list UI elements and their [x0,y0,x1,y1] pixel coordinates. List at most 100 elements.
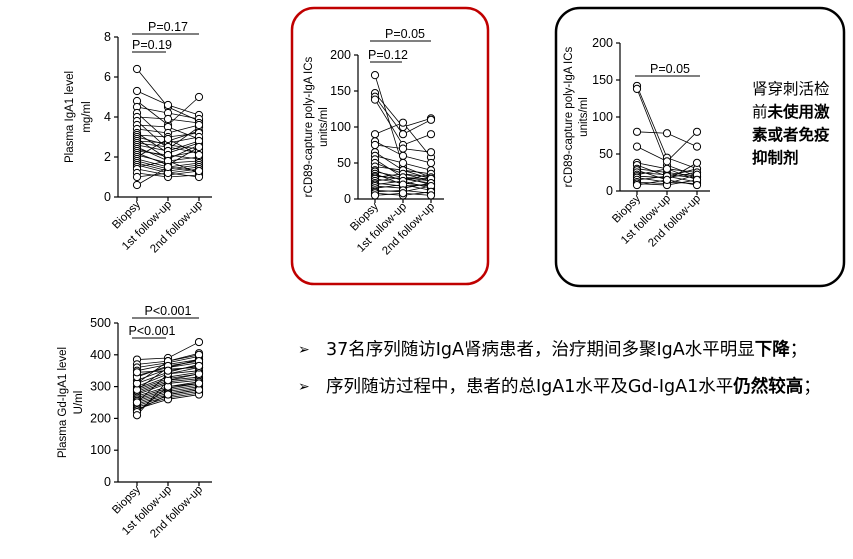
data-point [163,366,173,375]
untreated-note: 肾穿刺活检前未使用激素或者免疫抑制剂 [752,78,842,170]
conclusion-list: ➢ 37名序列随访IgA肾病患者，治疗期间多聚IgA水平明显下降； ➢ 序列随访过程… [298,333,843,407]
data-point [662,157,672,166]
data-point [132,398,142,407]
data-point [398,158,408,168]
data-point [632,127,642,136]
y-tick-label: 100 [90,443,111,457]
data-point [194,379,204,388]
y-axis-unit: units/ml [318,107,330,147]
y-tick-label: 50 [599,147,613,161]
arrow-bullet-icon: ➢ [298,342,310,358]
data-point [163,134,173,144]
y-tick-label: 4 [104,110,111,124]
y-axis-unit: mg/ml [81,101,93,132]
data-point [426,158,436,168]
data-point [632,180,642,190]
y-axis-label: rCD89-capture poly-IgA ICs [563,46,575,187]
data-point [194,361,204,371]
y-axis-label: Plasma IgA1 level [64,71,76,163]
y-tick-label: 200 [90,411,111,425]
data-point [370,130,380,139]
conclusion-bold: 下降 [754,340,790,360]
data-point [163,100,173,110]
data-point [398,189,408,198]
y-tick-label: 200 [330,48,351,62]
y-axis-unit: units/ml [578,97,590,137]
pvalue-label: P<0.001 [129,324,176,338]
data-point [692,158,702,167]
data-point [370,71,380,80]
y-axis-label: rCD89-capture poly-IgA ICs [303,56,315,197]
y-tick-label: 8 [104,30,111,44]
data-point [692,127,702,136]
y-tick-label: 100 [330,120,351,134]
note-normal-text: 肾穿刺活检前 [752,80,830,121]
pvalue-label: P=0.05 [385,27,425,41]
data-point [692,142,702,151]
y-tick-label: 100 [592,110,613,124]
conclusion-text: 37名序列随访IgA肾病患者，治疗期间多聚IgA水平明显 [326,340,755,360]
data-point [132,172,142,182]
data-point [163,114,173,124]
data-point [132,368,142,377]
pvalue-label: P=0.05 [650,62,690,76]
panel-2-frame [290,6,490,286]
pvalue-label: P=0.19 [132,38,172,52]
data-point [194,166,204,176]
pvalue-label: P=0.17 [148,20,188,34]
y-tick-label: 50 [337,156,351,170]
data-point [194,142,204,152]
conclusion-end: ； [803,377,821,397]
y-axis-label: Plasma Gd-IgA1 level [57,347,69,458]
y-tick-label: 500 [90,316,111,330]
conclusion-item-1: ➢ 37名序列随访IgA肾病患者，治疗期间多聚IgA水平明显下降； [298,333,843,368]
y-tick-label: 200 [592,36,613,50]
y-tick-label: 0 [344,192,351,206]
data-point [662,129,672,138]
data-point [132,411,142,420]
y-tick-label: 0 [104,475,111,489]
data-point [398,144,408,153]
y-tick-label: 150 [330,84,351,98]
data-point [370,191,380,200]
data-point [662,164,672,173]
conclusion-bold: 仍然较高 [733,377,804,397]
data-point [163,162,173,172]
y-tick-label: 150 [592,73,613,87]
pvalue-label: P=0.12 [368,48,408,62]
data-point [662,175,672,184]
data-point [132,64,142,74]
data-point [194,120,204,130]
data-point [632,84,642,93]
y-tick-label: 0 [104,190,111,204]
data-point [632,142,642,151]
data-point [370,95,380,104]
data-point [132,180,142,190]
data-point [194,337,204,347]
y-tick-label: 400 [90,348,111,362]
data-point [426,148,436,157]
y-tick-label: 2 [104,150,111,164]
conclusion-end: ； [789,340,808,360]
data-point [132,86,142,96]
y-tick-label: 0 [606,184,613,198]
data-point [692,180,702,190]
data-point [426,130,436,139]
data-point [163,390,173,399]
data-point [426,115,436,124]
data-point [398,151,408,160]
data-point [194,150,204,160]
data-point [398,118,408,127]
data-point [398,130,408,139]
arrow-bullet-icon: ➢ [298,379,310,395]
panel-3-frame [554,6,846,288]
conclusion-item-2: ➢ 序列随访过程中，患者的总IgA1水平及Gd-IgA1水平仍然较高； [298,370,843,405]
data-point [426,191,436,200]
pvalue-label: P<0.001 [145,304,192,318]
data-point [194,92,204,102]
